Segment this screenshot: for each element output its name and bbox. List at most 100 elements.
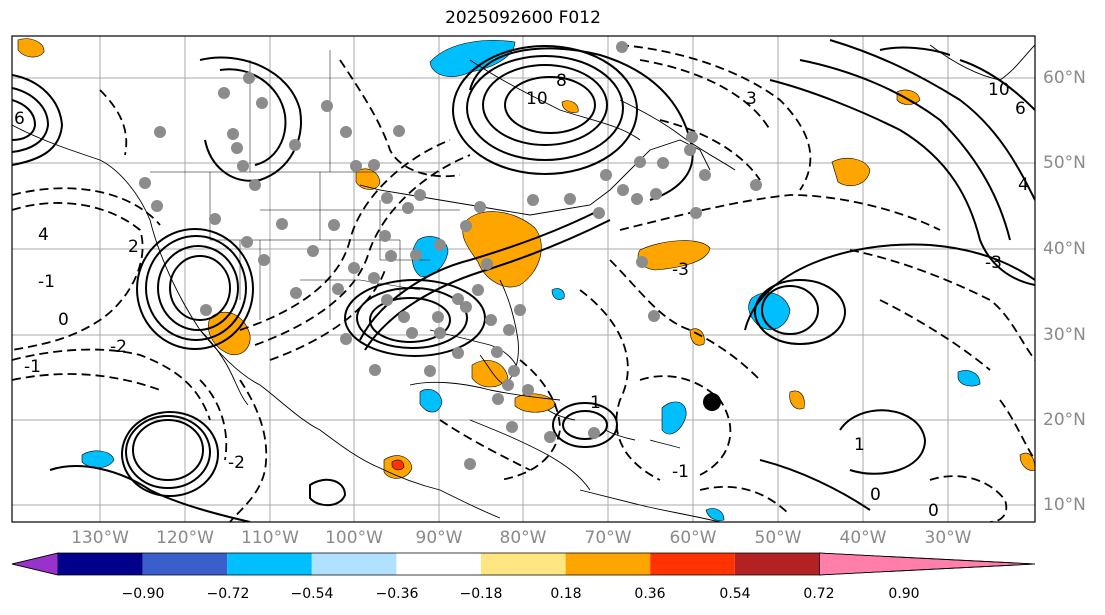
red-core-mexico bbox=[391, 459, 405, 471]
colorbar-segment bbox=[650, 553, 735, 575]
dashed-contour bbox=[879, 299, 991, 371]
contour-label: 1 bbox=[590, 393, 601, 413]
colorbar-segment bbox=[142, 553, 228, 575]
contour-label: -2 bbox=[228, 453, 245, 473]
contour-ring bbox=[125, 415, 211, 489]
contour-line bbox=[799, 59, 1011, 241]
blue-patch-pacific bbox=[81, 450, 115, 469]
contour-label: 10 bbox=[526, 89, 548, 109]
dashed-contour bbox=[12, 187, 161, 226]
dashed-contour bbox=[12, 202, 144, 351]
contour-label: 1 bbox=[854, 435, 865, 455]
contour-label: 8 bbox=[556, 71, 567, 91]
contour-ring bbox=[145, 235, 247, 341]
dashed-contour bbox=[269, 269, 386, 361]
colorbar-segment bbox=[58, 553, 143, 575]
colorbar-tick: −0.72 bbox=[206, 586, 250, 602]
contour-line bbox=[219, 68, 287, 166]
lon-label: 30°W bbox=[924, 528, 972, 548]
contour-ring bbox=[136, 228, 254, 350]
dashed-contour bbox=[609, 259, 761, 381]
state-borders bbox=[150, 50, 460, 320]
contour-line bbox=[12, 87, 50, 153]
colorbar-tick: 0.54 bbox=[719, 586, 751, 602]
orange-patch-nw bbox=[17, 38, 45, 58]
contour-line bbox=[879, 46, 951, 56]
contour-label: -2 bbox=[110, 337, 127, 357]
contour-ring bbox=[562, 410, 608, 440]
contour-label: 2 bbox=[128, 237, 139, 257]
contour-label: 6 bbox=[1015, 99, 1026, 119]
colorbar-tick: −0.54 bbox=[290, 586, 334, 602]
dashed-contour bbox=[619, 194, 941, 231]
solid-contours bbox=[12, 39, 1035, 522]
contour-ring bbox=[754, 279, 846, 345]
lon-label: 130°W bbox=[71, 528, 129, 548]
blue-patch-east bbox=[957, 370, 981, 387]
dashed-contour bbox=[499, 359, 561, 481]
map-title: 2025092600 F012 bbox=[445, 8, 601, 28]
contour-ring bbox=[157, 245, 239, 331]
contour-label: -3 bbox=[672, 260, 689, 280]
colorbar-tick: 0.72 bbox=[803, 586, 835, 602]
orange-patch-hudson bbox=[561, 100, 579, 113]
colorbar-tick: 0.18 bbox=[550, 586, 582, 602]
dashed-contour bbox=[999, 399, 1035, 461]
colorbar-segment bbox=[734, 553, 820, 575]
dashed-contour bbox=[699, 486, 791, 516]
lat-label: 20°N bbox=[1043, 410, 1086, 430]
contour-line bbox=[769, 79, 1035, 286]
colorbar-segment bbox=[311, 553, 397, 575]
contour-label: 0 bbox=[58, 310, 69, 330]
dashed-contour bbox=[659, 119, 761, 181]
contour-ring bbox=[452, 45, 638, 175]
colorbar-tick: 0.36 bbox=[634, 586, 666, 602]
dashed-contour bbox=[579, 289, 661, 481]
contour-label: 4 bbox=[1018, 175, 1029, 195]
contour-label: 10 bbox=[988, 80, 1010, 100]
contour-line bbox=[839, 409, 927, 475]
dashed-contour bbox=[639, 59, 771, 131]
lon-label: 60°W bbox=[669, 528, 717, 548]
orange-patch-north-atlantic bbox=[831, 157, 871, 186]
lat-label: 40°N bbox=[1043, 239, 1086, 259]
orange-patch-mid-atl bbox=[789, 390, 805, 410]
dashed-contour bbox=[12, 373, 161, 391]
contour-label: 3 bbox=[746, 89, 757, 109]
contour-ring bbox=[552, 402, 618, 448]
contour-line bbox=[829, 39, 1035, 201]
lon-label: 90°W bbox=[415, 528, 463, 548]
orange-patch-far-east bbox=[896, 89, 921, 105]
dashed-contour bbox=[619, 44, 812, 191]
contour-line bbox=[759, 459, 871, 511]
contour-line bbox=[309, 478, 347, 507]
contour-ring bbox=[169, 255, 231, 321]
lon-label: 120°W bbox=[156, 528, 214, 548]
dashed-contour bbox=[99, 89, 128, 156]
contour-label: -1 bbox=[38, 272, 55, 292]
lon-label: 100°W bbox=[325, 528, 383, 548]
contour-line bbox=[359, 209, 601, 341]
colorbar-segment bbox=[481, 553, 566, 575]
lon-label: 50°W bbox=[754, 528, 802, 548]
colorbar-segment bbox=[565, 553, 651, 575]
contour-line bbox=[364, 219, 611, 351]
dashed-contour bbox=[849, 249, 1035, 361]
orange-patch-se bbox=[1019, 452, 1035, 471]
contour-line bbox=[469, 47, 694, 201]
blue-patch-fl bbox=[551, 288, 565, 300]
plot-frame bbox=[11, 35, 1036, 523]
orange-patch-canada bbox=[355, 168, 381, 190]
dashed-contour bbox=[12, 348, 211, 421]
lat-label: 60°N bbox=[1043, 68, 1086, 88]
blue-patch-caribbean bbox=[661, 401, 687, 435]
dashed-contour bbox=[199, 379, 228, 461]
contour-line bbox=[12, 74, 64, 166]
contour-ring bbox=[121, 411, 219, 497]
blue-patch-canada bbox=[429, 40, 516, 77]
contour-label: 0 bbox=[928, 501, 939, 521]
contour-line bbox=[12, 99, 37, 141]
colorbar-extend-high bbox=[819, 552, 1036, 576]
colorbar-extend-low bbox=[11, 552, 59, 576]
contour-ring bbox=[356, 287, 468, 349]
